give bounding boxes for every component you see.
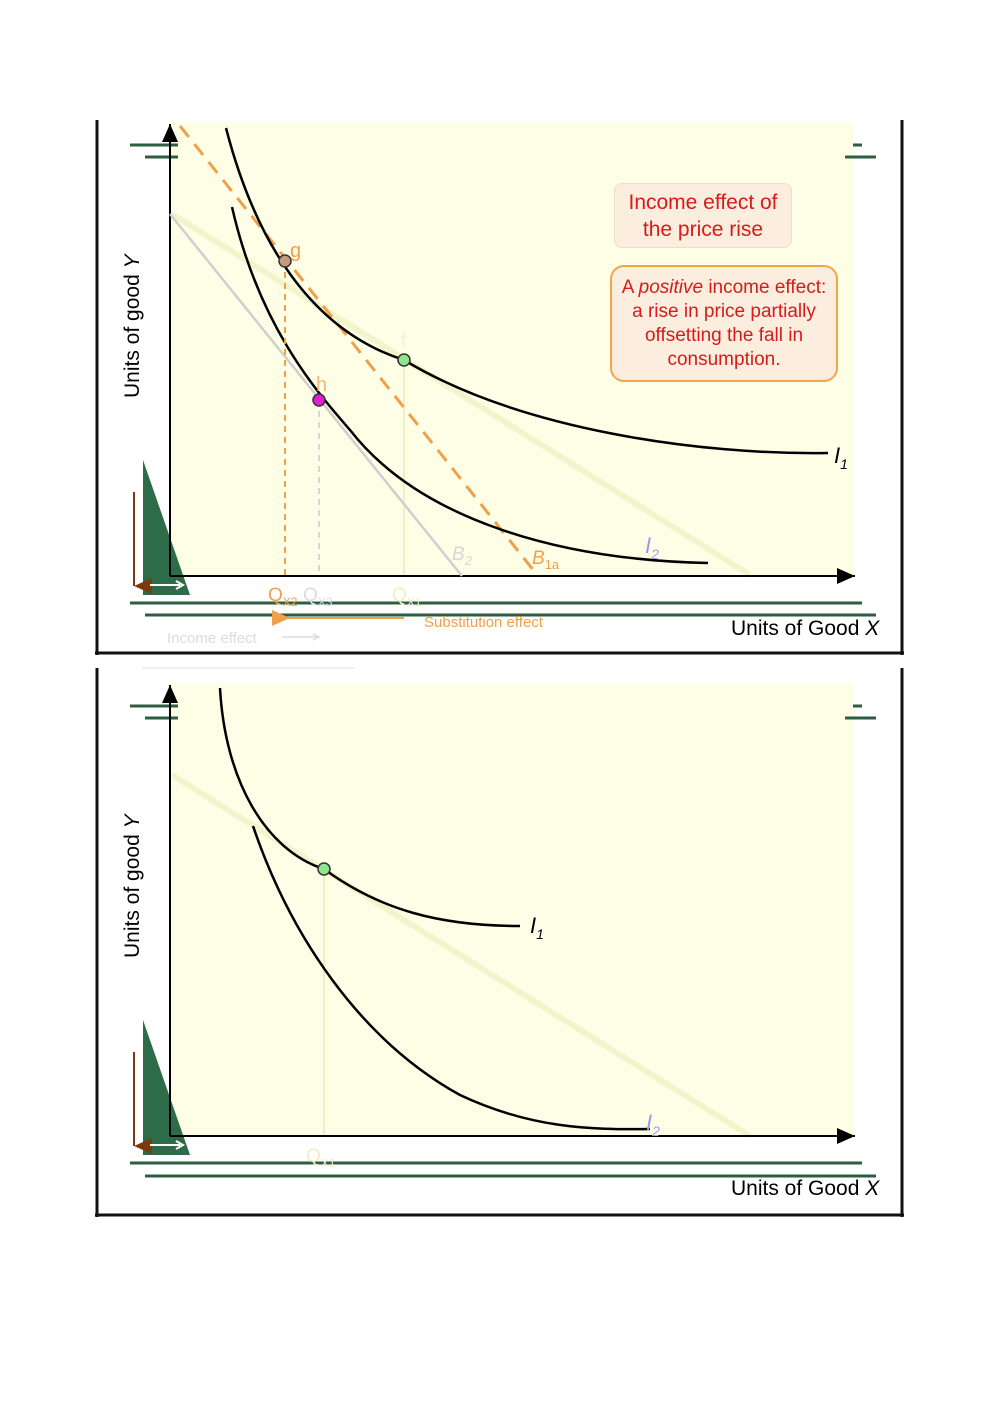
top-white-arrowhead <box>175 580 186 590</box>
bottom-x-axis-title: Units of Good X <box>731 1177 880 1200</box>
top-x-axis-title-var: X <box>864 617 880 640</box>
positive-income-effect-box: A positive income effect: a rise in pric… <box>610 265 838 382</box>
bottom-y-axis-title-text: Units of good <box>121 828 144 958</box>
positive-income-effect-post: income effect: a rise in price partially… <box>632 276 827 370</box>
top-label-i2: I2 <box>645 533 659 562</box>
bottom-point-f <box>317 862 331 876</box>
bottom-x-axis-title-var: X <box>864 1177 880 1200</box>
bottom-faint-budget-b1 <box>170 772 752 1139</box>
top-point-h <box>312 393 326 407</box>
top-label-b2-sub: 2 <box>464 553 473 568</box>
top-budget-line-b1a <box>178 125 540 577</box>
top-point-f <box>397 353 411 367</box>
top-label-substitution-effect: Substitution effect <box>424 614 544 631</box>
top-income-arrowhead <box>312 633 321 641</box>
bottom-y-axis-title: Units of good Y <box>121 812 144 958</box>
bottom-label-i1-main: I <box>530 913 536 938</box>
top-label-qx2: QX2 <box>268 585 298 609</box>
top-label-qx2-main: Q <box>268 585 283 606</box>
bottom-green-triangle <box>143 1020 190 1155</box>
top-point-g <box>278 254 292 268</box>
bottom-plot-area <box>170 683 854 1137</box>
top-label-h: h <box>316 374 327 396</box>
top-y-axis-title: Units of good Y <box>121 252 144 398</box>
top-label-qx2-sub: X2 <box>283 595 298 609</box>
top-green-triangle <box>143 460 190 595</box>
top-label-g: g <box>290 240 301 262</box>
top-x-axis-title: Units of Good X <box>731 617 880 640</box>
positive-income-effect-emphasis: positive <box>638 276 704 298</box>
bottom-label-qx1-main: Q <box>306 1146 321 1167</box>
top-indifference-curve-i2 <box>230 206 709 565</box>
bottom-label-i2-sub: 2 <box>651 1123 660 1139</box>
top-label-b1a-sub: 1a <box>545 557 560 572</box>
income-effect-title-line2: the price rise <box>642 217 764 241</box>
bottom-label-i1-sub: 1 <box>536 926 544 942</box>
top-label-b1a: B1a <box>532 548 560 572</box>
top-label-b2: B2 <box>452 544 473 568</box>
bottom-label-i1: I1 <box>530 913 544 942</box>
top-label-i1-main: I <box>834 443 840 468</box>
bottom-label-qx1: QX1 <box>306 1146 336 1170</box>
bottom-label-i2-main: I <box>646 1110 652 1135</box>
top-label-b2-main: B <box>452 544 465 565</box>
bottom-panel: I1 I2 QX1 Units of Good X Units of good … <box>95 668 904 1217</box>
top-label-i1: I1 <box>834 443 848 472</box>
income-effect-title-box: Income effect of the price rise <box>614 183 792 248</box>
top-x-axis-title-text: Units of Good <box>731 617 865 640</box>
bottom-white-arrowhead <box>175 1140 186 1150</box>
top-label-f: f <box>401 330 407 350</box>
bottom-x-axis-title-text: Units of Good <box>731 1177 865 1200</box>
bottom-y-axis-title-var: Y <box>121 812 144 828</box>
top-label-qx1-sub: X1 <box>407 595 422 609</box>
bottom-label-qx1-sub: X1 <box>321 1156 336 1170</box>
positive-income-effect-pre: A <box>621 276 639 298</box>
income-effect-title-line1: Income effect of <box>628 190 778 214</box>
top-y-axis-title-text: Units of good <box>121 268 144 398</box>
top-label-qx3-sub: X3 <box>318 595 333 609</box>
top-label-i1-sub: 1 <box>840 456 848 472</box>
bottom-indifference-curve-i2 <box>251 825 651 1131</box>
top-label-i2-sub: 2 <box>650 546 659 562</box>
top-label-qx1-main: Q <box>392 585 407 606</box>
top-faint-budget-b1 <box>170 211 752 578</box>
top-label-b1a-main: B <box>532 548 545 569</box>
top-label-qx3-main: Q <box>303 585 318 606</box>
top-label-qx1: QX1 <box>392 585 422 609</box>
top-label-i2-main: I <box>645 533 651 558</box>
bottom-label-i2: I2 <box>646 1110 660 1139</box>
top-label-qx3: QX3 <box>303 585 333 609</box>
top-y-axis-title-var: Y <box>121 252 144 268</box>
top-indifference-curve-i1 <box>224 127 829 455</box>
top-label-income-effect: Income effect <box>167 630 258 647</box>
